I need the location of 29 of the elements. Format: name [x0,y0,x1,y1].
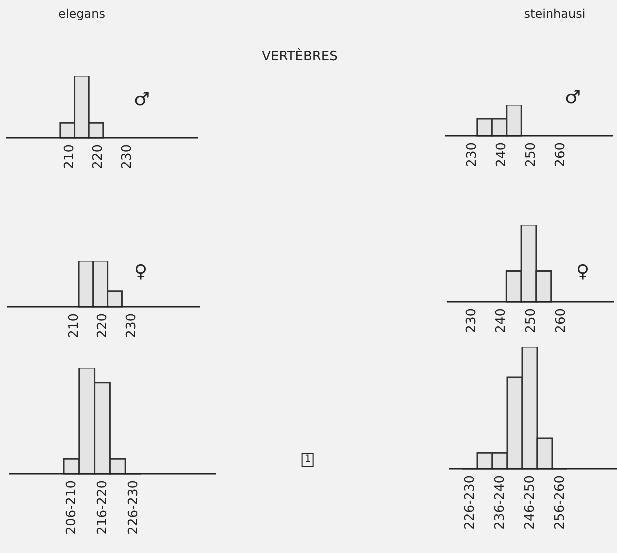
x-tick-label: 210 [62,144,78,170]
text: VERTÈBRES [262,50,338,64]
x-tick-label: 240 [494,142,510,168]
x-tick-label: 226-230 [463,476,478,530]
x-tick-label: 240 [494,308,510,334]
x-tick-label: 260 [553,142,568,168]
text: 1 [302,453,314,467]
x-tick-label: 226-230 [126,480,142,535]
x-tick-label: 246-250 [523,476,538,530]
x-tick-label: 250 [524,142,539,168]
x-tick-label: 230 [120,144,135,170]
annotation: ♀ [134,262,148,282]
x-tick-label: 230 [465,142,480,168]
x-tick-label: 250 [524,308,539,334]
x-tick-label: 210 [66,314,82,338]
chart-title: steinhausi [524,7,586,21]
x-tick-label: 230 [124,314,140,338]
annotation: ♂ [564,88,582,108]
x-tick-label: 220 [91,144,106,170]
chart-title: elegans [58,7,106,21]
x-tick-label: 236-240 [493,476,508,530]
x-tick-label: 206-210 [64,480,80,535]
x-tick-label: 230 [464,308,480,334]
x-tick-label: 220 [96,314,111,338]
x-tick-label: 216-220 [96,480,110,535]
x-tick-label: 256-260 [553,476,568,530]
x-tick-label: 260 [554,308,569,334]
annotation: ♂ [134,90,150,110]
annotation: ♀ [576,262,590,282]
